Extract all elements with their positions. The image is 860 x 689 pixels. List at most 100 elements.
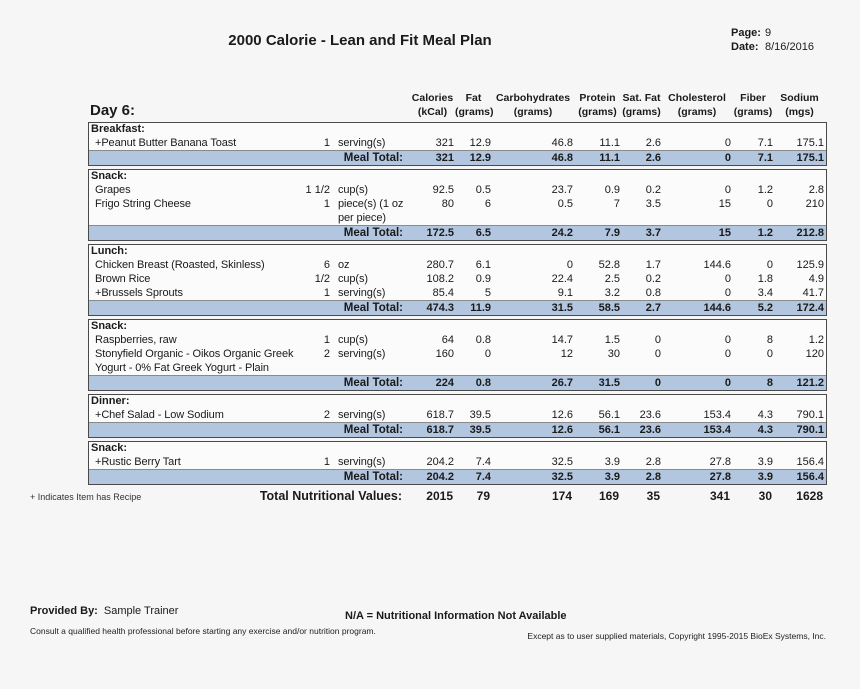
item-value: 32.5 — [551, 456, 573, 468]
meal-total-row: Meal Total: 204.2 7.4 32.5 3.9 2.8 27.8 3.9 156.… — [89, 469, 826, 484]
item-value: 0.9 — [475, 273, 491, 285]
meal-total-value: 24.2 — [551, 227, 573, 239]
meal-total-value: 31.5 — [598, 377, 620, 389]
column-header-label: Fat — [465, 92, 482, 104]
item-name: +Brussels Sprouts — [95, 287, 183, 299]
page-number-row: Page: 9 — [731, 26, 814, 40]
column-header-unit: (mgs) — [785, 106, 814, 118]
item-value: 23.7 — [551, 184, 573, 196]
meal-total-value: 2.7 — [645, 302, 661, 314]
item-row: Raspberries, raw 1 cup(s) 64 0.8 14.7 1.5 0 0 8 1.… — [89, 333, 826, 347]
meal-total-value: 0 — [724, 377, 731, 389]
item-value: 120 — [805, 348, 824, 360]
item-value: 39.5 — [469, 409, 491, 421]
meal-sections: Breakfast: +Peanut Butter Banana Toast 1 se… — [88, 122, 827, 488]
column-header-unit: (grams) — [622, 106, 661, 118]
page-title: 2000 Calorie - Lean and Fit Meal Plan — [228, 32, 492, 49]
item-name: +Rustic Berry Tart — [95, 456, 181, 468]
meal-total-value: 26.7 — [551, 377, 573, 389]
item-unit: serving(s) — [338, 348, 386, 360]
meal-section: Breakfast: +Peanut Butter Banana Toast 1 se… — [88, 122, 827, 166]
item-value: 4.9 — [808, 273, 824, 285]
item-value: 0 — [766, 198, 773, 210]
item-quantity: 1 — [323, 456, 330, 468]
item-value: 80 — [441, 198, 454, 210]
column-header: Protein (grams) — [574, 91, 621, 119]
item-name: +Chef Salad - Low Sodium — [95, 409, 224, 421]
meal-total-value: 618.7 — [426, 424, 454, 436]
meal-total-value: 5.2 — [757, 302, 773, 314]
item-unit: cup(s) — [338, 273, 368, 285]
item-row: +Chef Salad - Low Sodium 2 serving(s) 618.7… — [89, 408, 826, 422]
meal-total-value: 12.9 — [469, 152, 491, 164]
column-header-unit: (grams) — [513, 106, 553, 118]
item-value: 30 — [607, 348, 620, 360]
grand-total-row: Total Nutritional Values: 2015 79 174 169 35 3… — [88, 488, 827, 504]
column-header-label: Cholesterol — [668, 92, 726, 104]
meal-total-value: 7.1 — [757, 152, 773, 164]
item-value: 85.4 — [432, 287, 454, 299]
item-value: 3.9 — [604, 456, 620, 468]
item-value: 0 — [766, 259, 773, 271]
meal-total-row: Meal Total: 474.3 11.9 31.5 58.5 2.7 144.6 5.2 1… — [89, 300, 826, 315]
column-header-unit: (grams) — [578, 106, 617, 118]
meal-total-value: 39.5 — [469, 424, 491, 436]
item-name: +Peanut Butter Banana Toast — [95, 137, 237, 149]
meal-total-value: 3.9 — [604, 471, 620, 483]
item-value: 0 — [724, 348, 731, 360]
item-name: Frigo String Cheese — [95, 198, 191, 210]
column-header: Calories (kCal) — [410, 91, 455, 119]
meal-total-label: Meal Total: — [343, 424, 403, 436]
meal-total-value: 172.5 — [426, 227, 454, 239]
item-row: Frigo String Cheese 1 piece(s) (1 oz per p… — [89, 197, 826, 225]
item-value: 0.2 — [645, 273, 661, 285]
meal-total-value: 31.5 — [551, 302, 573, 314]
date-row: Date: 8/16/2016 — [731, 40, 814, 54]
grand-total-value: 2015 — [426, 489, 453, 503]
column-header-unit: (grams) — [733, 106, 773, 118]
item-value: 12.6 — [551, 409, 573, 421]
item-name: Stonyfield Organic - Oikos Organic Greek… — [95, 348, 294, 374]
provided-by-label: Provided By: — [30, 605, 98, 617]
item-value: 0 — [724, 137, 731, 149]
item-value: 14.7 — [551, 334, 573, 346]
section-label: Snack: — [91, 320, 128, 332]
column-header-unit: (kCal) — [417, 106, 448, 118]
item-value: 92.5 — [432, 184, 454, 196]
item-value: 41.7 — [802, 287, 824, 299]
recipe-note: + Indicates Item has Recipe — [30, 492, 142, 502]
item-value: 56.1 — [598, 409, 620, 421]
item-unit: serving(s) — [338, 287, 386, 299]
item-value: 0 — [724, 334, 731, 346]
item-quantity: 2 — [323, 409, 330, 421]
item-value: 3.4 — [757, 287, 773, 299]
item-value: 175.1 — [796, 137, 824, 149]
meal-total-row: Meal Total: 618.7 39.5 12.6 56.1 23.6 153.4 4.3… — [89, 422, 826, 437]
item-value: 0 — [724, 184, 731, 196]
item-value: 1.2 — [808, 334, 824, 346]
item-quantity: 1 — [323, 198, 330, 210]
item-value: 0.5 — [475, 184, 491, 196]
meal-total-value: 56.1 — [598, 424, 620, 436]
meal-total-value: 121.2 — [796, 377, 824, 389]
item-value: 27.8 — [709, 456, 731, 468]
item-value: 0 — [766, 348, 773, 360]
item-value: 0 — [566, 259, 573, 271]
item-name: Brown Rice — [95, 273, 151, 285]
column-header: Carbohydrates (grams) — [492, 91, 574, 119]
item-value: 7 — [613, 198, 620, 210]
column-header-label: Sodium — [780, 92, 819, 104]
item-value: 0 — [654, 334, 661, 346]
item-value: 8 — [766, 334, 773, 346]
item-value: 156.4 — [796, 456, 824, 468]
meal-total-value: 790.1 — [796, 424, 824, 436]
item-value: 52.8 — [598, 259, 620, 271]
column-header-label: Fiber — [740, 92, 766, 104]
item-value: 0.9 — [604, 184, 620, 196]
item-value: 0.2 — [645, 184, 661, 196]
item-value: 3.2 — [604, 287, 620, 299]
item-value: 1.8 — [757, 273, 773, 285]
meal-total-value: 144.6 — [703, 302, 731, 314]
item-quantity: 1/2 — [314, 273, 330, 285]
